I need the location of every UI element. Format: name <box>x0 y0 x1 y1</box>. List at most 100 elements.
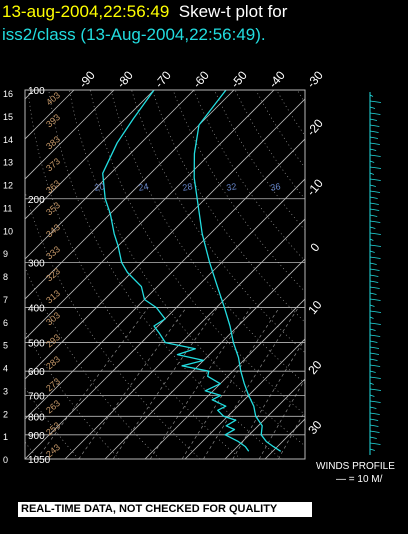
isotherm-line <box>264 418 305 459</box>
wind-barb <box>369 424 379 427</box>
wind-barb <box>369 160 375 163</box>
wind-barb <box>369 256 381 259</box>
dry-adiabat <box>255 90 305 169</box>
mixing-ratio-line <box>78 307 187 459</box>
wind-barb <box>369 202 379 205</box>
isotherm-tick-label: -80 <box>114 68 136 91</box>
mixing-ratio-line <box>278 410 305 459</box>
theta-label: 353 <box>44 200 62 217</box>
pressure-tick-label: 400 <box>28 304 45 315</box>
wind-barb <box>369 190 381 193</box>
altitude-tick-label: 12 <box>3 181 13 191</box>
dry-adiabat <box>110 90 305 384</box>
theta-label: 363 <box>44 178 62 195</box>
mixing-ratio-line <box>232 338 305 459</box>
isotherm-line <box>25 90 235 300</box>
plot-title-line: 13-aug-2004,22:56:49 Skew-t plot for <box>2 2 287 22</box>
mixing-ratio-label: 24 <box>138 181 150 193</box>
isotherm-line <box>184 338 305 459</box>
wind-barb <box>369 328 376 331</box>
wind-barb <box>369 412 380 415</box>
isotherm-tick-label: -50 <box>228 68 250 91</box>
isotherm-tick-label: 0 <box>307 240 322 254</box>
theta-label: 333 <box>44 244 62 261</box>
wind-barb <box>369 304 375 307</box>
wind-barb <box>369 376 381 379</box>
isotherm-tick-label: 30 <box>305 418 325 437</box>
wind-barb <box>369 262 377 265</box>
pressure-tick-label: 200 <box>28 195 45 206</box>
wind-barb <box>369 346 380 349</box>
wind-barb <box>369 316 374 319</box>
station-title: iss2/class (13-Aug-2004,22:56:49). <box>2 25 266 44</box>
mixing-ratio-line <box>149 307 251 459</box>
wind-barb <box>369 442 381 445</box>
wind-barb <box>369 106 376 109</box>
isotherm-tick-label: 10 <box>305 298 325 317</box>
wind-barb <box>369 430 380 433</box>
wind-barb <box>369 268 380 271</box>
mixing-ratio-line <box>112 307 218 459</box>
wind-barb <box>369 166 382 169</box>
wind-barb <box>369 220 381 223</box>
quality-note: REAL-TIME DATA, NOT CHECKED FOR QUALITY <box>18 502 312 517</box>
wind-barb <box>369 334 381 337</box>
winds-profile-label: WINDS PROFILE <box>316 461 395 472</box>
wind-barb <box>369 238 374 241</box>
altitude-tick-label: 10 <box>3 226 13 236</box>
theta-label: 283 <box>44 354 62 371</box>
dry-adiabat <box>276 90 305 137</box>
wind-barb <box>369 142 380 145</box>
wind-barb <box>369 136 379 139</box>
pressure-tick-label: 700 <box>28 391 45 402</box>
wind-barb <box>369 370 376 373</box>
theta-label: 303 <box>44 310 62 327</box>
wind-barb <box>369 400 381 403</box>
dry-adiabat <box>25 190 201 459</box>
temperature-profile-line <box>193 90 282 452</box>
winds-scale-label: — = 10 M/ <box>336 474 383 485</box>
dry-adiabat <box>401 90 408 459</box>
isotherm-line <box>224 378 305 459</box>
wind-barb <box>369 274 379 277</box>
altitude-tick-label: 3 <box>3 386 8 396</box>
wind-barb <box>369 298 381 301</box>
wind-barb <box>369 178 381 181</box>
wind-barb <box>369 130 379 133</box>
wind-barb <box>369 388 382 391</box>
timestamp: 13-aug-2004,22:56:49 <box>2 2 170 21</box>
altitude-tick-label: 4 <box>3 364 8 374</box>
plot-frame <box>24 89 306 460</box>
altitude-tick-label: 7 <box>3 295 8 305</box>
isotherm-line <box>25 90 115 180</box>
dewpoint-profile-line <box>102 90 250 452</box>
isotherm-tick-label: -60 <box>190 68 212 91</box>
dry-adiabat <box>89 90 305 416</box>
altitude-tick-label: 9 <box>3 249 8 259</box>
pressure-tick-label: 300 <box>28 258 45 269</box>
wind-barb <box>369 286 380 289</box>
dry-adiabat <box>234 90 305 200</box>
wind-barb <box>369 172 375 175</box>
wind-barb <box>369 382 374 385</box>
wind-barb <box>369 154 381 157</box>
theta-label: 383 <box>44 134 62 151</box>
dry-adiabat <box>193 90 305 262</box>
wind-barb <box>369 244 382 247</box>
isotherm-tick-label: -10 <box>304 176 326 199</box>
wind-barb <box>369 310 382 313</box>
isotherm-tick-label: -30 <box>304 68 326 91</box>
wind-barb <box>369 394 375 397</box>
plot-area <box>25 90 408 459</box>
isotherm-line <box>104 258 305 459</box>
altitude-tick-label: 0 <box>3 455 8 465</box>
wind-barb <box>369 364 381 367</box>
mixing-ratio-line <box>181 307 280 459</box>
mixing-ratio-line <box>258 378 305 459</box>
theta-label: 323 <box>44 266 62 283</box>
isotherm-line <box>64 218 305 459</box>
altitude-tick-label: 2 <box>3 409 8 419</box>
wind-barb <box>369 448 375 451</box>
dry-adiabat <box>25 387 79 459</box>
